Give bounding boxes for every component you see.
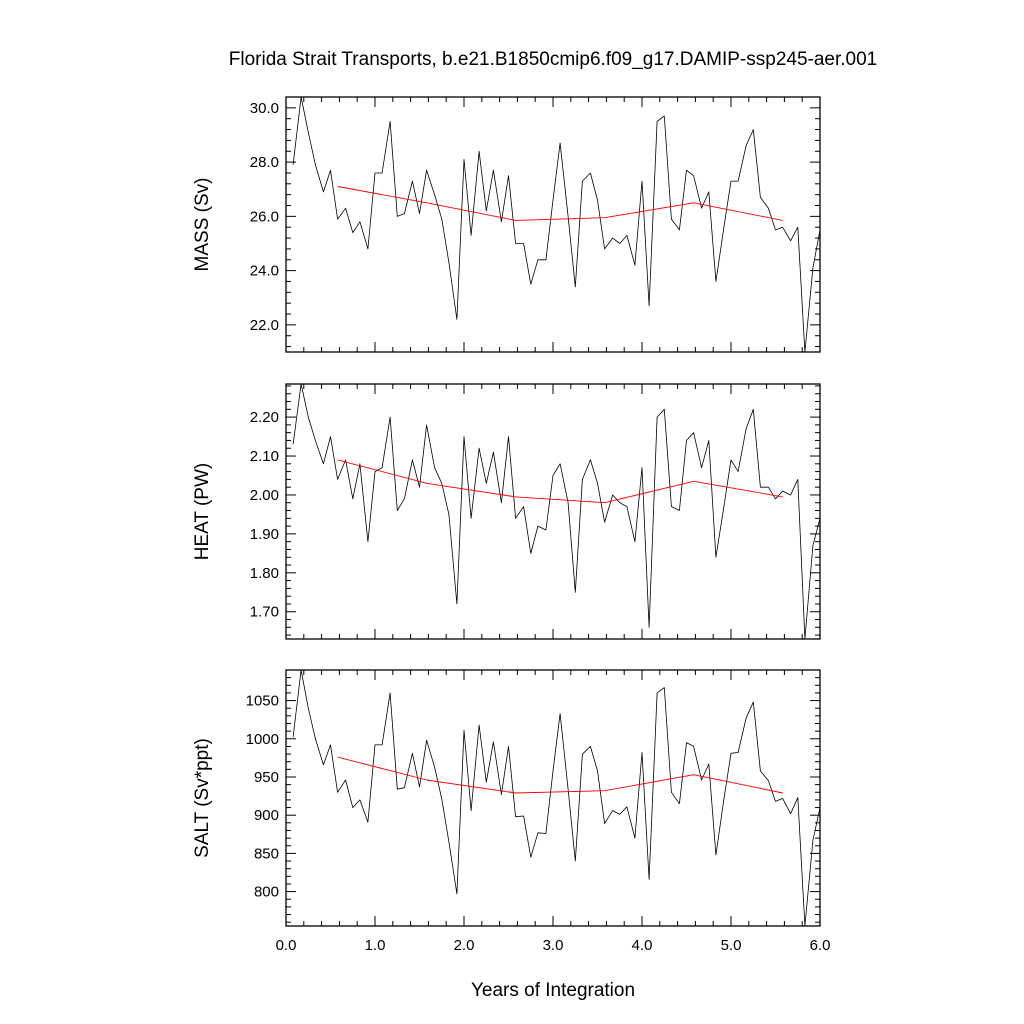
series-line-raw bbox=[292, 669, 821, 927]
y-tick-label: 800 bbox=[254, 884, 279, 901]
chart-panels: 22.0 24.0 26.0 28.0 30.0 MASS (Sv) 1.70 1.80 1.9… bbox=[192, 96, 831, 1001]
series-line-raw bbox=[292, 96, 821, 353]
x-tick-label: 0.0 bbox=[276, 937, 297, 954]
x-tick-label: 2.0 bbox=[454, 937, 475, 954]
y-tick-label: 900 bbox=[254, 807, 279, 824]
y-axis-label: SALT (Sv*ppt) bbox=[192, 738, 213, 858]
panel-heat: 1.70 1.80 1.90 2.00 2.10 2.20 HEAT (PW) bbox=[192, 383, 821, 640]
plot-frame bbox=[285, 96, 821, 353]
y-tick-label: 2.10 bbox=[250, 448, 279, 465]
y-tick-label: 1.90 bbox=[250, 526, 279, 543]
x-tick-label: 5.0 bbox=[721, 937, 742, 954]
y-tick-label: 28.0 bbox=[250, 154, 279, 171]
y-tick-label: 950 bbox=[254, 769, 279, 786]
series-line-smoothed bbox=[337, 459, 783, 504]
plot-frame bbox=[285, 669, 821, 927]
x-tick-label: 6.0 bbox=[810, 937, 831, 954]
y-tick-label: 1000 bbox=[246, 731, 279, 748]
plot-frame bbox=[285, 383, 821, 640]
y-tick-label: 1050 bbox=[246, 693, 279, 710]
y-axis-label: MASS (Sv) bbox=[192, 178, 213, 272]
y-tick-label: 1.80 bbox=[250, 565, 279, 582]
y-tick-label: 2.00 bbox=[250, 487, 279, 504]
x-tick-label: 1.0 bbox=[365, 937, 386, 954]
y-tick-label: 850 bbox=[254, 845, 279, 862]
x-tick-label: 3.0 bbox=[543, 937, 564, 954]
y-tick-label: 22.0 bbox=[250, 317, 279, 334]
series-line-smoothed bbox=[337, 756, 783, 794]
y-tick-label: 2.20 bbox=[250, 409, 279, 426]
series-line-smoothed bbox=[337, 186, 783, 221]
panel-mass: 22.0 24.0 26.0 28.0 30.0 MASS (Sv) bbox=[192, 96, 821, 353]
y-tick-label: 24.0 bbox=[250, 263, 279, 280]
x-tick-label: 4.0 bbox=[632, 937, 653, 954]
chart-title: Florida Strait Transports, b.e21.B1850cm… bbox=[229, 49, 877, 70]
series-line-raw bbox=[292, 383, 821, 640]
x-axis-label: Years of Integration bbox=[471, 980, 635, 1001]
y-tick-label: 1.70 bbox=[250, 604, 279, 621]
y-tick-label: 30.0 bbox=[250, 100, 279, 117]
y-axis-label: HEAT (PW) bbox=[192, 463, 213, 560]
panel-salt: 800 850 900 950 1000 1050 0.0 1.0 2.0 3.0 4.0 5.0 6.… bbox=[192, 669, 831, 1001]
y-tick-label: 26.0 bbox=[250, 208, 279, 225]
